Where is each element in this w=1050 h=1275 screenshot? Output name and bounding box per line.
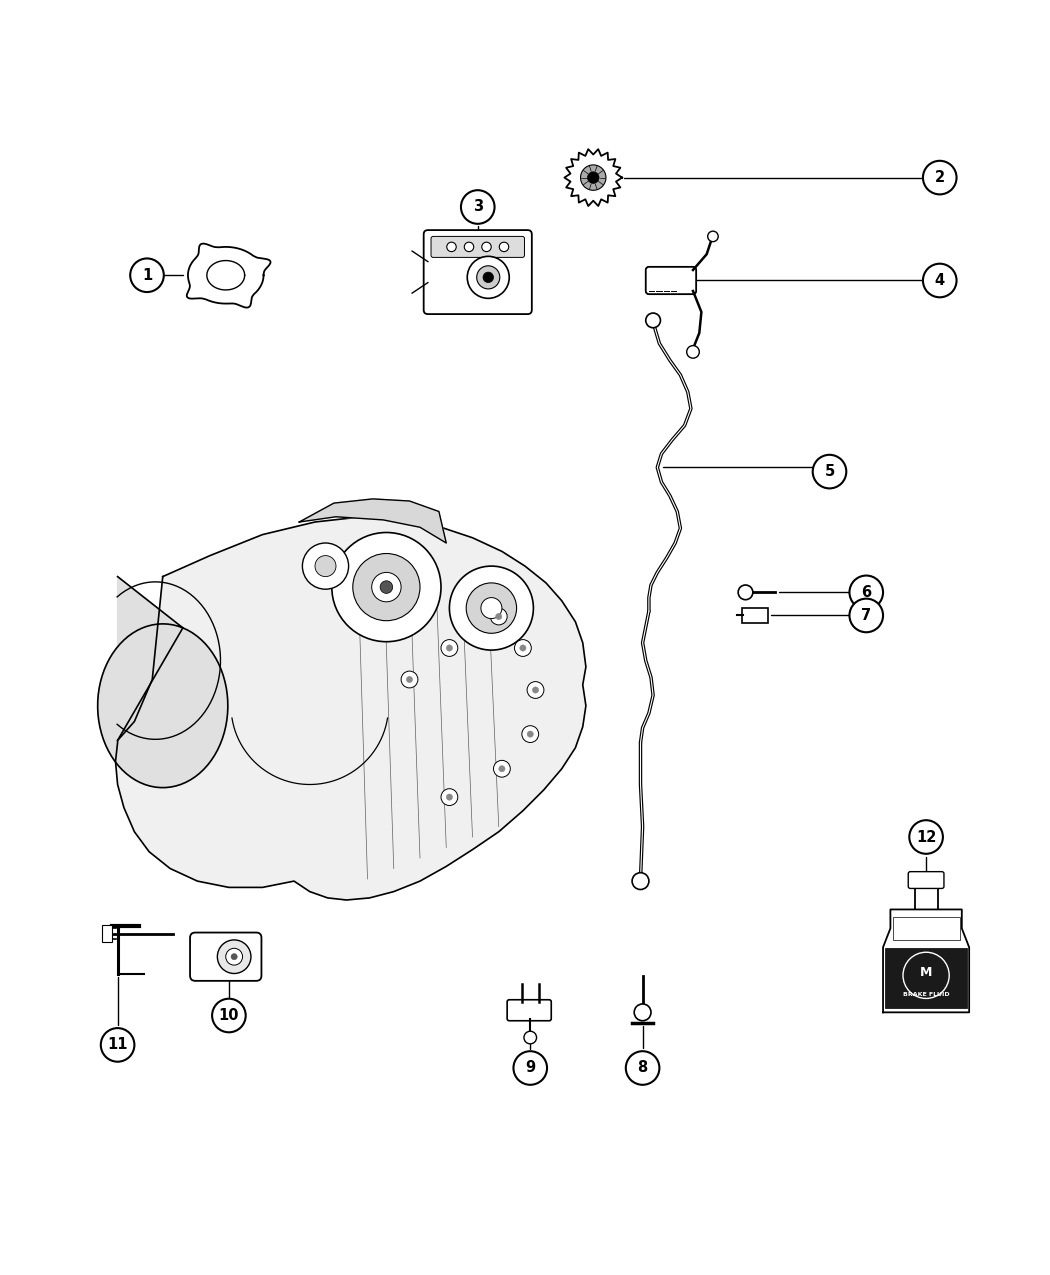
- Text: 11: 11: [107, 1038, 128, 1052]
- Circle shape: [632, 872, 649, 890]
- FancyBboxPatch shape: [424, 230, 532, 314]
- Circle shape: [514, 640, 531, 657]
- Circle shape: [520, 645, 526, 652]
- Circle shape: [708, 231, 718, 242]
- Text: 2: 2: [934, 170, 945, 185]
- Text: 5: 5: [824, 464, 835, 479]
- Polygon shape: [565, 149, 622, 207]
- Circle shape: [441, 640, 458, 657]
- Circle shape: [494, 760, 510, 778]
- Circle shape: [903, 952, 949, 998]
- Circle shape: [372, 572, 401, 602]
- Polygon shape: [207, 260, 245, 289]
- Circle shape: [212, 998, 246, 1033]
- FancyBboxPatch shape: [892, 917, 960, 940]
- Circle shape: [315, 556, 336, 576]
- Circle shape: [441, 789, 458, 806]
- Circle shape: [923, 264, 957, 297]
- Circle shape: [406, 676, 413, 682]
- Circle shape: [130, 259, 164, 292]
- Circle shape: [626, 1051, 659, 1085]
- Circle shape: [646, 314, 660, 328]
- FancyBboxPatch shape: [190, 932, 261, 980]
- Circle shape: [226, 949, 243, 965]
- Circle shape: [513, 1051, 547, 1085]
- Circle shape: [353, 553, 420, 621]
- Circle shape: [380, 581, 393, 593]
- Text: 4: 4: [934, 273, 945, 288]
- Text: 8: 8: [637, 1061, 648, 1076]
- Circle shape: [496, 613, 502, 620]
- Circle shape: [449, 566, 533, 650]
- Circle shape: [464, 242, 474, 251]
- Circle shape: [522, 725, 539, 742]
- Circle shape: [401, 671, 418, 688]
- Circle shape: [499, 765, 505, 771]
- Polygon shape: [98, 576, 228, 788]
- Circle shape: [588, 172, 600, 184]
- Polygon shape: [187, 244, 271, 307]
- Text: 1: 1: [142, 268, 152, 283]
- Circle shape: [500, 242, 509, 251]
- Polygon shape: [883, 909, 969, 1012]
- FancyBboxPatch shape: [742, 608, 768, 622]
- Circle shape: [101, 1028, 134, 1062]
- Circle shape: [231, 954, 237, 960]
- Circle shape: [687, 346, 699, 358]
- Circle shape: [447, 242, 456, 251]
- Circle shape: [532, 687, 539, 694]
- Text: 6: 6: [861, 585, 872, 599]
- Text: 9: 9: [525, 1061, 536, 1076]
- Circle shape: [302, 543, 349, 589]
- Polygon shape: [116, 516, 586, 900]
- Circle shape: [527, 731, 533, 737]
- Circle shape: [849, 575, 883, 609]
- Circle shape: [813, 455, 846, 488]
- Circle shape: [527, 682, 544, 699]
- Circle shape: [481, 598, 502, 618]
- Circle shape: [482, 242, 491, 251]
- Circle shape: [923, 161, 957, 194]
- Circle shape: [490, 608, 507, 625]
- Text: M: M: [920, 965, 932, 979]
- Text: BRAKE FLUID: BRAKE FLUID: [903, 992, 949, 997]
- Text: 3: 3: [472, 199, 483, 214]
- Circle shape: [467, 256, 509, 298]
- Circle shape: [446, 645, 453, 652]
- Circle shape: [446, 794, 453, 801]
- Circle shape: [483, 272, 493, 283]
- FancyBboxPatch shape: [885, 949, 967, 1009]
- Circle shape: [634, 1003, 651, 1021]
- Circle shape: [909, 820, 943, 854]
- Circle shape: [332, 533, 441, 641]
- Circle shape: [849, 599, 883, 632]
- Circle shape: [738, 585, 753, 599]
- Text: 10: 10: [218, 1009, 239, 1023]
- Polygon shape: [299, 499, 446, 543]
- Circle shape: [466, 583, 517, 634]
- FancyBboxPatch shape: [102, 926, 112, 942]
- FancyBboxPatch shape: [507, 1000, 551, 1021]
- FancyBboxPatch shape: [432, 236, 525, 258]
- Circle shape: [524, 1031, 537, 1044]
- Circle shape: [217, 940, 251, 974]
- Circle shape: [461, 190, 495, 224]
- Text: 7: 7: [861, 608, 872, 623]
- FancyBboxPatch shape: [908, 872, 944, 889]
- Text: 12: 12: [916, 830, 937, 844]
- Circle shape: [581, 164, 606, 190]
- FancyBboxPatch shape: [646, 266, 696, 295]
- Circle shape: [477, 265, 500, 289]
